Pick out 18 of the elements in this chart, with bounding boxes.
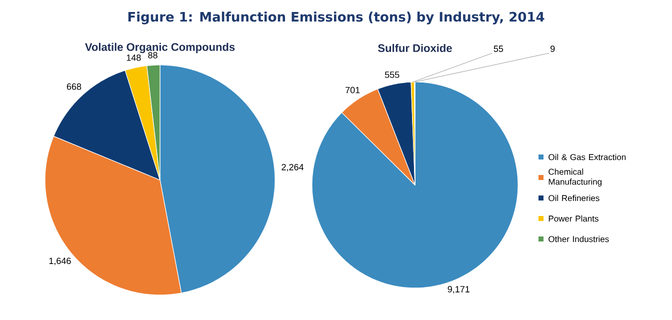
legend-label: Oil Refineries bbox=[548, 194, 600, 202]
data-label: 701 bbox=[346, 86, 360, 94]
data-label: 555 bbox=[384, 72, 400, 78]
data-label: 55 bbox=[494, 46, 504, 52]
data-label: 2,264 bbox=[282, 164, 304, 172]
data-label: 88 bbox=[148, 52, 158, 58]
data-label: 1,646 bbox=[49, 258, 71, 266]
legend-label: Chemical Manufacturing bbox=[548, 168, 602, 186]
legend-label: Power Plants bbox=[548, 215, 598, 222]
data-label: 668 bbox=[66, 83, 82, 90]
data-label: 9 bbox=[550, 46, 555, 52]
data-label: 9,171 bbox=[448, 286, 470, 294]
chart-subtitle: Volatile Organic Compounds bbox=[85, 42, 235, 54]
legend-label: Oil & Gas Extraction bbox=[548, 154, 626, 160]
data-label: 148 bbox=[126, 54, 141, 61]
text: Figure 1: Malfunction Emissions (tons) by Industry, 2014 bbox=[128, 12, 544, 24]
legend-label: Other Industries bbox=[548, 236, 609, 242]
chart-title: Sulfur Dioxide bbox=[378, 44, 452, 52]
